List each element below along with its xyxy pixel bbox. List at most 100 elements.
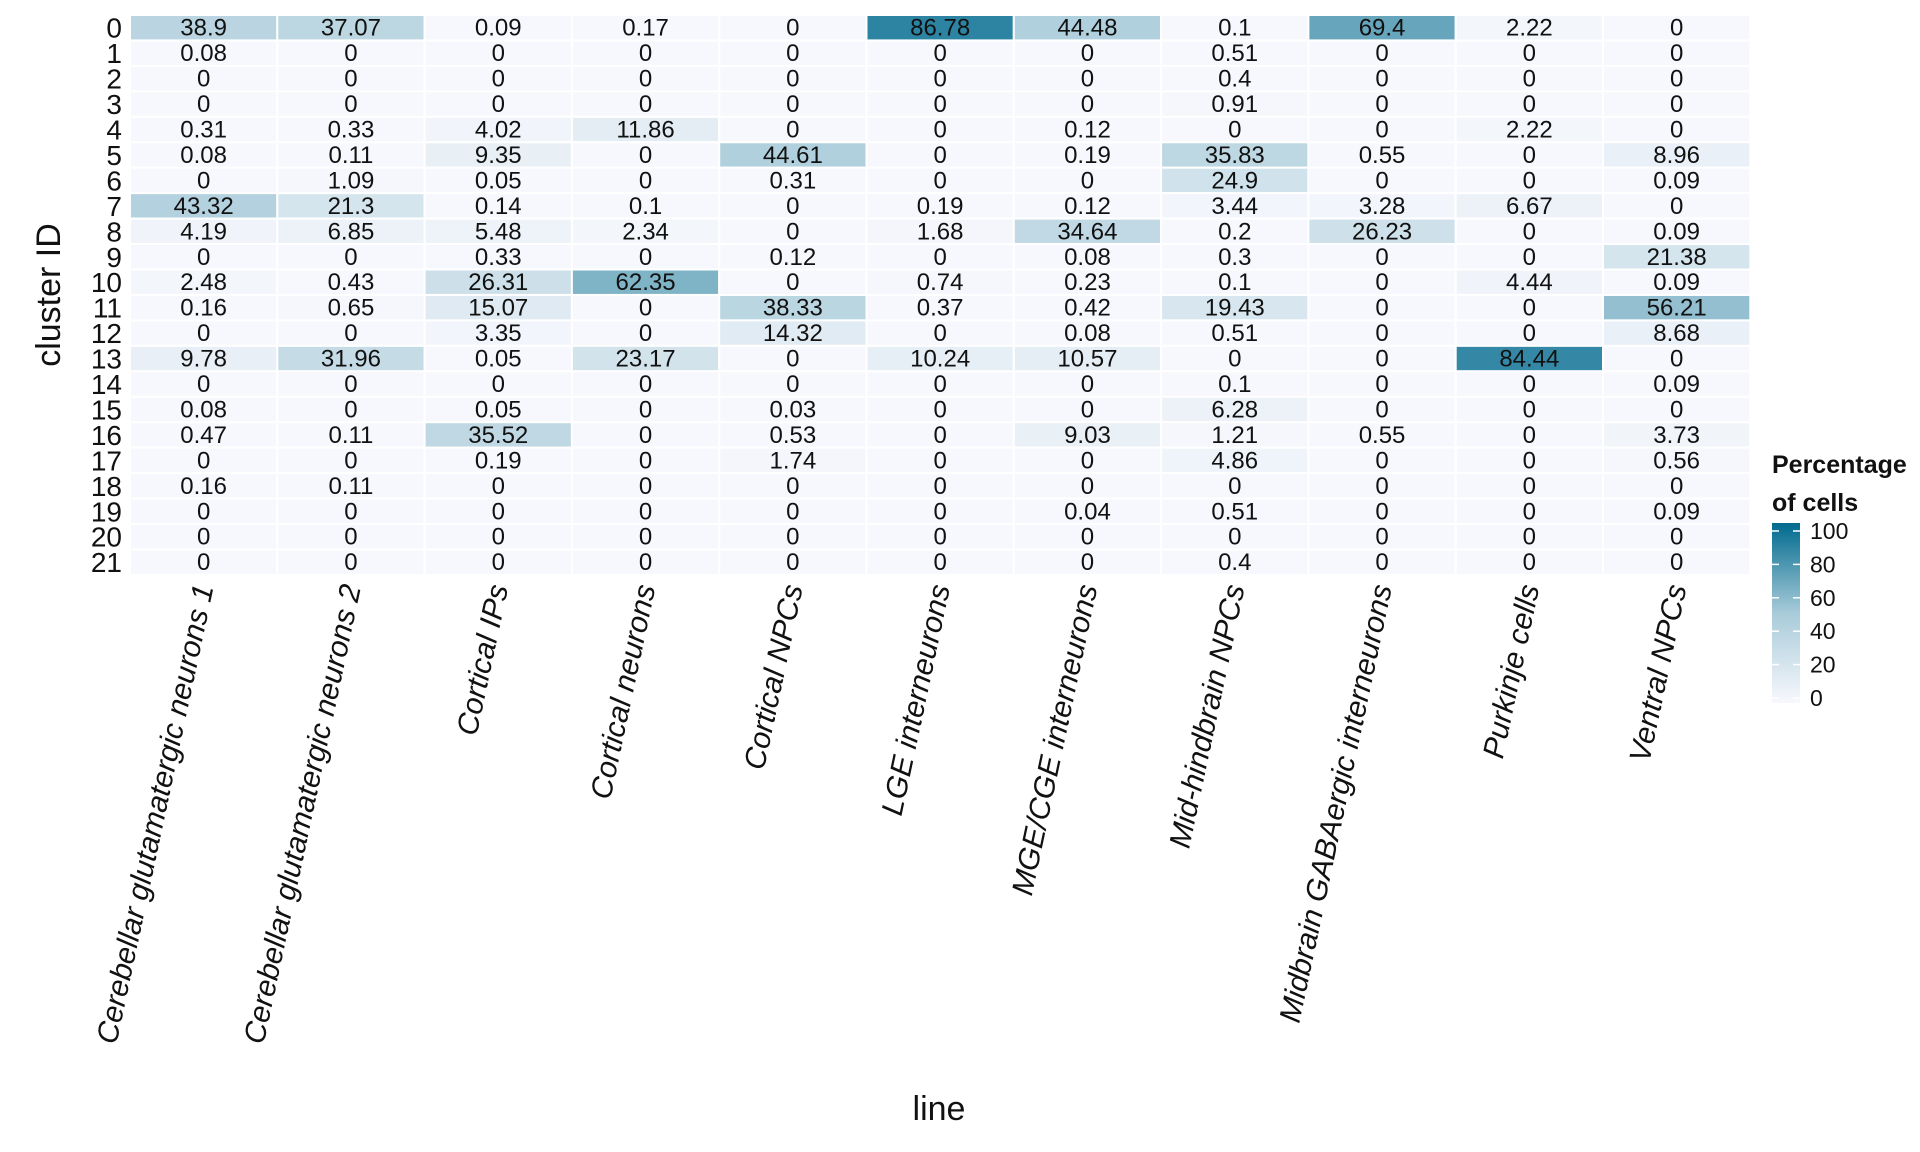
- y-tick-label: 17: [91, 445, 122, 476]
- cell-value-label: 2.22: [1506, 15, 1553, 42]
- heatmap-cell: [1160, 370, 1310, 398]
- y-tick-label: 5: [106, 140, 122, 171]
- cell-value-label: 0: [639, 422, 652, 449]
- color-legend: Percentage of cells 100 80 60 40 20 0: [1772, 451, 1907, 711]
- heatmap-cell: [1160, 39, 1310, 67]
- cell-value-label: 0.1: [1218, 15, 1251, 42]
- cell-value-label: 0: [1375, 117, 1388, 144]
- cell-value-label: 0: [1523, 66, 1536, 93]
- cell-value-label: 0: [1523, 320, 1536, 347]
- cell-value-label: 0: [933, 371, 946, 398]
- cell-value-label: 0: [1375, 167, 1388, 194]
- cell-value-label: 0: [1523, 295, 1536, 322]
- heatmap-cell: [718, 243, 868, 271]
- y-tick-label: 1: [106, 38, 122, 69]
- heatmap-cell: [570, 472, 721, 500]
- heatmap-cell: [1602, 39, 1752, 67]
- cell-value-label: 0: [1670, 524, 1683, 551]
- cell-value-label: 0: [492, 40, 505, 67]
- cell-value-label: 0: [1375, 295, 1388, 322]
- heatmap-cell: [1454, 319, 1604, 347]
- legend-title-line1: Percentage: [1772, 451, 1907, 479]
- cell-value-label: 0: [639, 40, 652, 67]
- cell-value-label: 0: [344, 447, 357, 474]
- cell-value-label: 9.78: [180, 346, 227, 373]
- cell-value-label: 0: [933, 142, 946, 169]
- x-tick-label: LGE interneurons: [876, 581, 957, 818]
- cell-value-label: 0.16: [180, 295, 227, 322]
- cell-value-label: 0: [786, 218, 799, 245]
- cell-value-label: 0.33: [328, 117, 375, 144]
- cell-value-label: 26.23: [1352, 218, 1412, 245]
- cell-value-label: 3.35: [475, 320, 522, 347]
- cell-value-label: 0: [1375, 66, 1388, 93]
- heatmap-cell: [570, 446, 721, 475]
- cell-value-label: 0: [197, 371, 210, 398]
- cell-value-label: 0: [1670, 396, 1683, 423]
- cell-value-label: 0: [933, 66, 946, 93]
- heatmap-cell: [1307, 64, 1457, 93]
- x-tick-label: MGE/CGE interneurons: [1006, 581, 1104, 898]
- heatmap-cell: [1454, 192, 1604, 220]
- heatmap-cell: [1602, 319, 1752, 347]
- cell-value-label: 0.08: [1064, 244, 1111, 271]
- cell-value-label: 56.21: [1647, 295, 1707, 322]
- cell-value-label: 6.67: [1506, 193, 1553, 220]
- cell-value-label: 37.07: [321, 15, 381, 42]
- heatmap-cell: [1454, 14, 1604, 42]
- heatmap-cell: [865, 115, 1015, 144]
- cell-value-label: 1.09: [328, 167, 375, 194]
- cell-value-label: 6.28: [1211, 396, 1258, 423]
- cell-value-label: 0: [1375, 244, 1388, 271]
- cell-value-label: 0: [197, 244, 210, 271]
- y-tick-label: 19: [91, 496, 122, 527]
- cell-value-label: 0.51: [1211, 320, 1258, 347]
- cell-value-label: 3.73: [1653, 422, 1700, 449]
- heatmap-cell: [570, 90, 721, 118]
- heatmap-cell: [865, 344, 1015, 373]
- cell-value-label: 0: [1228, 346, 1241, 373]
- cell-value-label: 0: [344, 371, 357, 398]
- x-tick-label: Cortical IPs: [451, 581, 515, 738]
- x-tick-label: Cerebellar glutamatergic neurons 1: [91, 581, 221, 1046]
- heatmap-cell: [570, 548, 721, 576]
- heatmap-cell: [423, 395, 573, 424]
- cell-value-label: 1.68: [917, 218, 964, 245]
- cell-value-label: 0.3: [1218, 244, 1251, 271]
- cell-value-label: 44.61: [763, 142, 823, 169]
- cell-value-label: 0: [492, 549, 505, 576]
- x-tick-label: Cerebellar glutamatergic neurons 2: [238, 581, 368, 1047]
- cell-value-label: 11.86: [616, 117, 674, 144]
- cell-value-label: 0: [1523, 142, 1536, 169]
- cell-value-label: 0: [786, 269, 799, 296]
- cell-value-label: 0: [933, 498, 946, 525]
- cell-value-label: 0.19: [1064, 142, 1111, 169]
- cell-value-label: 2.48: [180, 269, 227, 296]
- heatmap-cell: [1602, 217, 1752, 246]
- cell-value-label: 0.09: [1653, 371, 1700, 398]
- y-tick-label: 11: [93, 293, 122, 324]
- cell-value-label: 0: [639, 498, 652, 525]
- heatmap-cell: [1454, 268, 1604, 296]
- heatmap-cell: [865, 421, 1015, 449]
- cell-value-label: 0.4: [1218, 66, 1251, 93]
- heatmap-cell: [423, 548, 573, 576]
- cell-value-label: 0: [1670, 40, 1683, 67]
- heatmap-cell: [276, 115, 426, 144]
- cell-value-label: 0.55: [1359, 422, 1406, 449]
- cell-value-label: 0: [197, 91, 210, 118]
- heatmap-cell: [1602, 548, 1752, 576]
- cell-value-label: 0: [1375, 371, 1388, 398]
- cell-value-label: 0: [933, 91, 946, 118]
- cell-value-label: 0: [197, 498, 210, 525]
- heatmap-cell: [718, 64, 868, 93]
- cell-value-label: 4.44: [1506, 269, 1553, 296]
- y-tick-label: 2: [106, 64, 122, 95]
- y-tick-label: 8: [106, 216, 122, 247]
- cell-value-label: 0: [492, 524, 505, 551]
- legend-ticks: 100 80 60 40 20 0: [1772, 518, 1848, 711]
- cell-value-label: 0: [933, 320, 946, 347]
- cell-value-label: 0.31: [769, 167, 816, 194]
- heatmap-cell: [129, 39, 279, 67]
